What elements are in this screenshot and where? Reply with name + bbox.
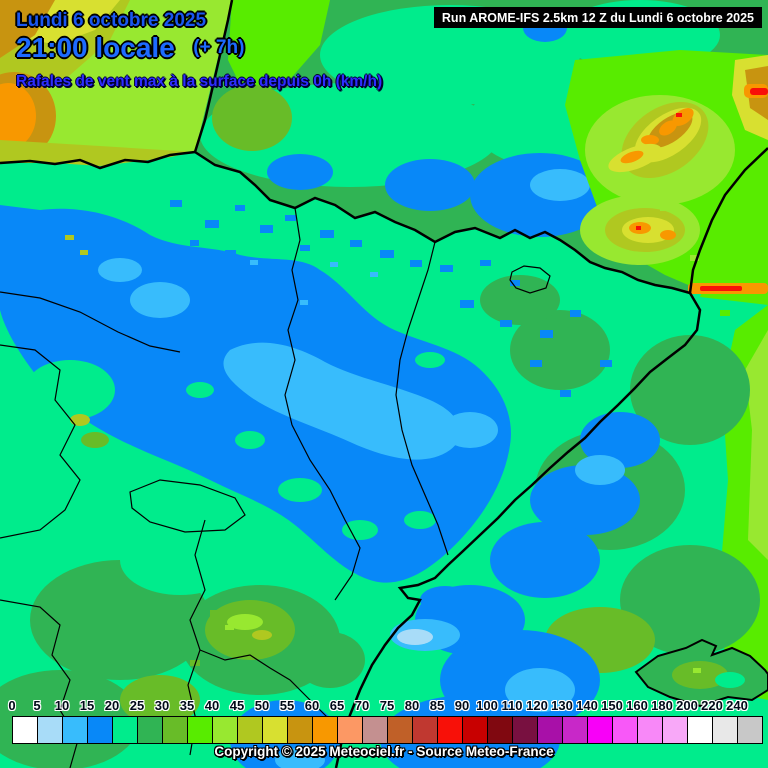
andorra-border xyxy=(509,265,551,294)
regional-border-west2 xyxy=(0,344,81,539)
regional-border-navarra xyxy=(284,207,301,426)
biscay-sea-region xyxy=(0,0,232,166)
southwest-greens xyxy=(0,525,365,768)
mediterranean-coastline xyxy=(334,292,702,768)
inland-greens xyxy=(480,275,610,390)
local-time: 21:00 locale xyxy=(16,32,175,63)
regional-border-south2 xyxy=(187,519,206,756)
parameter-subtitle: Rafales de vent max à la surface depuis … xyxy=(16,73,383,90)
central-blue-region xyxy=(0,205,511,583)
regional-border-west1 xyxy=(0,291,181,353)
regional-border-loop xyxy=(129,479,246,533)
atlantic-coastline xyxy=(193,0,234,153)
tramontane-streak xyxy=(688,283,768,294)
mediterranean-coastline-north xyxy=(688,147,768,294)
forecast-offset: (+ 7h) xyxy=(193,37,245,58)
model-run-info: Run AROME-IFS 2.5km 12 Z du Lundi 6 octo… xyxy=(433,7,762,28)
pyrenees-high-gusts xyxy=(565,50,768,290)
biscay-coastline xyxy=(0,150,196,170)
regional-border-aragon-catalonia xyxy=(395,241,449,556)
regional-border-south1 xyxy=(291,424,361,601)
mallorca-island xyxy=(634,638,768,708)
date-line: Lundi 6 octobre 2025 xyxy=(16,10,207,31)
pyrenees-border xyxy=(194,150,691,295)
copyright-text: Copyright © 2025 Meteociel.fr - Source M… xyxy=(214,744,554,759)
regional-border-south3 xyxy=(199,649,331,721)
time-row: 21:00 locale (+ 7h) xyxy=(16,32,244,64)
